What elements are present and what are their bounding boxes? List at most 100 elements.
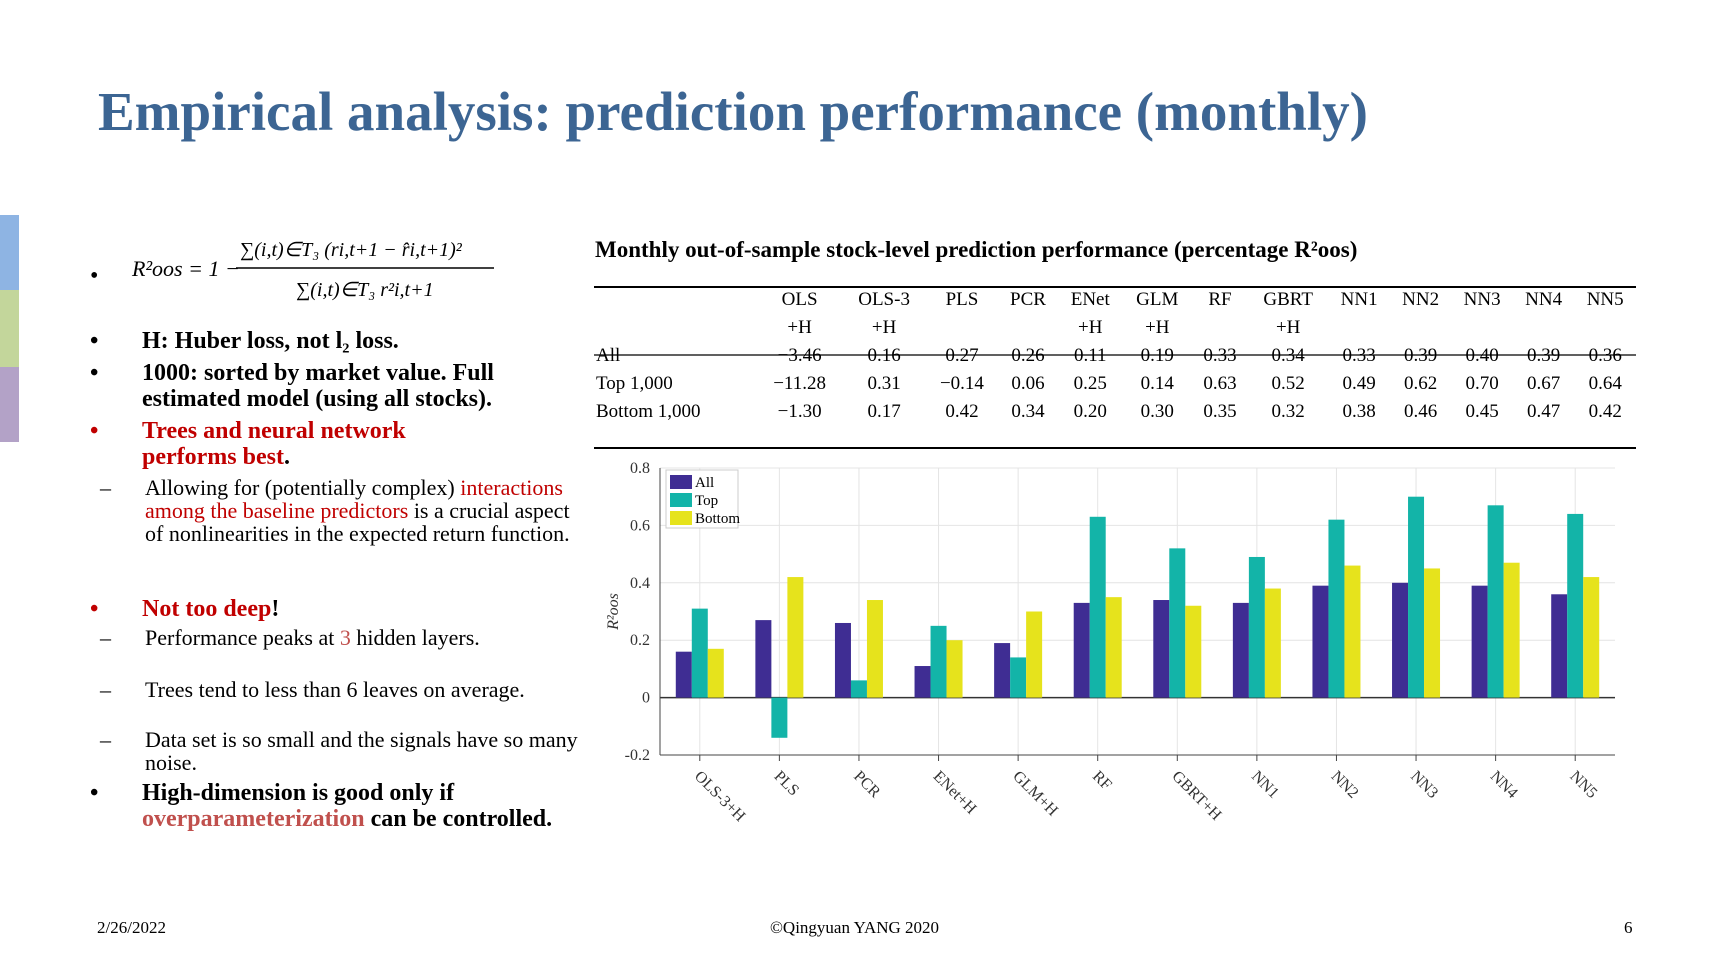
x-tick-label: GLM+H — [1009, 768, 1061, 820]
x-tick-label: NN2 — [1328, 768, 1362, 802]
table-cell: 0.16 — [867, 345, 901, 366]
performance-table: OLS +H OLS-3 +H PLS PCR ENet +H GLM +H RF GBRT +H NN1… — [594, 286, 1636, 426]
bullet-dot: • — [90, 596, 99, 622]
bullet-dot: • — [90, 780, 99, 806]
bar-all — [1153, 600, 1170, 698]
table-header-row: OLS +H OLS-3 +H PLS PCR ENet +H GLM +H RF GBRT +H NN1… — [594, 286, 1636, 342]
footer-page-number: 6 — [1624, 918, 1633, 937]
table-header: OLS +H OLS-3 +H PLS PCR ENet +H GLM +H RF GBRT +H NN1… — [594, 286, 1636, 342]
peak-text-a: Performance peaks at — [145, 625, 335, 650]
table-cell: 0.52 — [1271, 373, 1305, 394]
bar-all — [1073, 602, 1090, 698]
bar-bottom — [866, 600, 883, 698]
table-column-header: OLS +H — [757, 286, 842, 342]
slide-title: Empirical analysis: prediction performan… — [98, 81, 1368, 142]
x-tick-label: NN4 — [1487, 768, 1521, 802]
formula-numerator: ∑(i,t)∈T₃ (ri,t+1 − r̂i,t+1)² — [240, 239, 463, 261]
formula-denominator: ∑(i,t)∈T₃ r²i,t+1 — [296, 279, 434, 301]
table-column-header: NN1 — [1340, 289, 1378, 310]
bar-top — [1169, 548, 1186, 698]
table-header-corner — [594, 286, 757, 342]
table-cell: 0.19 — [1140, 345, 1174, 366]
table-cell: 0.42 — [1588, 401, 1622, 422]
footer-copyright: ©Qingyuan YANG 2020 — [770, 918, 940, 937]
header-line: +H — [871, 317, 897, 338]
x-tick-label: OLS-3+H — [691, 768, 749, 826]
bar-all — [914, 666, 931, 698]
table-cell: 0.46 — [1404, 401, 1438, 422]
y-tick-label: 0.8 — [630, 460, 650, 477]
y-tick-label: 0.6 — [630, 517, 650, 534]
bar-all — [994, 643, 1011, 698]
legend-label-top: Top — [695, 493, 718, 509]
table-cell: 0.25 — [1073, 373, 1107, 394]
table-column-header: NN2 — [1402, 289, 1440, 310]
bar-top — [1010, 657, 1027, 698]
sub-bullet-dash: – — [100, 475, 111, 500]
highdim-highlight: overparameterization — [142, 806, 365, 832]
table-cell: 0.64 — [1588, 373, 1622, 394]
header-line: GLM — [1136, 289, 1179, 310]
bar-all — [755, 620, 772, 698]
table-row: All −3.46 0.16 0.27 0.26 0.11 0.19 0.33 0.34 0.33… — [594, 342, 1636, 370]
sub-bullet-peak: – Performance peaks at 3 hidden layers. — [100, 625, 585, 650]
table-cell: 0.49 — [1342, 373, 1376, 394]
trees-highlight: Trees and neural network performs best — [142, 418, 406, 470]
bar-bottom — [1583, 577, 1600, 698]
table-cell: 0.27 — [945, 345, 979, 366]
bar-bottom — [1424, 568, 1441, 698]
bar-bottom — [1185, 605, 1202, 698]
table-cell: 0.20 — [1073, 401, 1107, 422]
table-cell: 0.39 — [1527, 345, 1561, 366]
sub-bullet-dash: – — [100, 677, 111, 702]
legend-label-all: All — [695, 475, 714, 491]
table-column-header: GLM +H — [1123, 286, 1192, 342]
bar-bottom — [946, 640, 963, 698]
x-tick-label: NN5 — [1566, 768, 1600, 802]
bar-all — [1551, 594, 1568, 698]
bar-top — [1487, 505, 1504, 698]
sub-bullet-allow: – Allowing for (potentially complex) int… — [100, 476, 585, 545]
sub-bullet-dash: – — [100, 625, 111, 650]
bullet-sorted-text: 1000: sorted by market value. Full estim… — [142, 360, 494, 412]
table-column-header: OLS-3 +H — [842, 286, 926, 342]
table-row-label: Top 1,000 — [596, 373, 673, 394]
formula: R²oos = 1 − ∑(i,t)∈T₃ (ri,t+1 − r̂i,t+1)… — [131, 239, 494, 301]
header-line: GBRT — [1263, 289, 1313, 310]
bar-bottom — [1105, 597, 1122, 698]
table-cell: 0.42 — [945, 401, 979, 422]
table-row-label: All — [596, 345, 621, 366]
bar-all — [675, 651, 692, 698]
bullet-dot: • — [90, 328, 99, 354]
table-title: Monthly out-of-sample stock-level predic… — [595, 237, 1358, 262]
sub-bullet-dash: – — [100, 727, 111, 752]
bullet-deep-text: Not too deep! — [142, 596, 279, 622]
bullet-dot: • — [90, 360, 99, 386]
header-line: OLS-3 — [858, 289, 910, 310]
table-column-header: NN5 — [1586, 289, 1624, 310]
accent-bar-green — [0, 290, 19, 367]
y-tick-label: 0.2 — [630, 632, 650, 649]
table-row-label: Bottom 1,000 — [596, 401, 701, 422]
table-cell: 0.47 — [1527, 401, 1561, 422]
bar-top — [1328, 519, 1345, 698]
table-cell: 0.62 — [1404, 373, 1438, 394]
table-cell: 0.33 — [1203, 345, 1237, 366]
accent-bar-purple — [0, 367, 19, 442]
table-cell: −0.14 — [939, 373, 984, 394]
legend-swatch-bottom — [670, 511, 692, 525]
header-line: +H — [1078, 317, 1103, 338]
bar-all — [1312, 585, 1329, 698]
bullet-dot: • — [90, 418, 99, 444]
y-tick-label: -0.2 — [625, 747, 650, 764]
table-row: Top 1,000 −11.28 0.31 −0.14 0.06 0.25 0.14 0.63… — [594, 370, 1636, 398]
bullet-trees-text: Trees and neural network performs best. — [142, 418, 472, 470]
accent-bar-blue — [0, 215, 19, 290]
header-line: +H — [1145, 317, 1170, 338]
table-cell: 0.34 — [1011, 401, 1045, 422]
bar-top — [1408, 496, 1425, 698]
table-column-header: PLS — [945, 289, 979, 310]
table-cell: 0.38 — [1342, 401, 1376, 422]
header-line: ENet — [1070, 289, 1110, 310]
deep-bang: ! — [271, 596, 280, 622]
